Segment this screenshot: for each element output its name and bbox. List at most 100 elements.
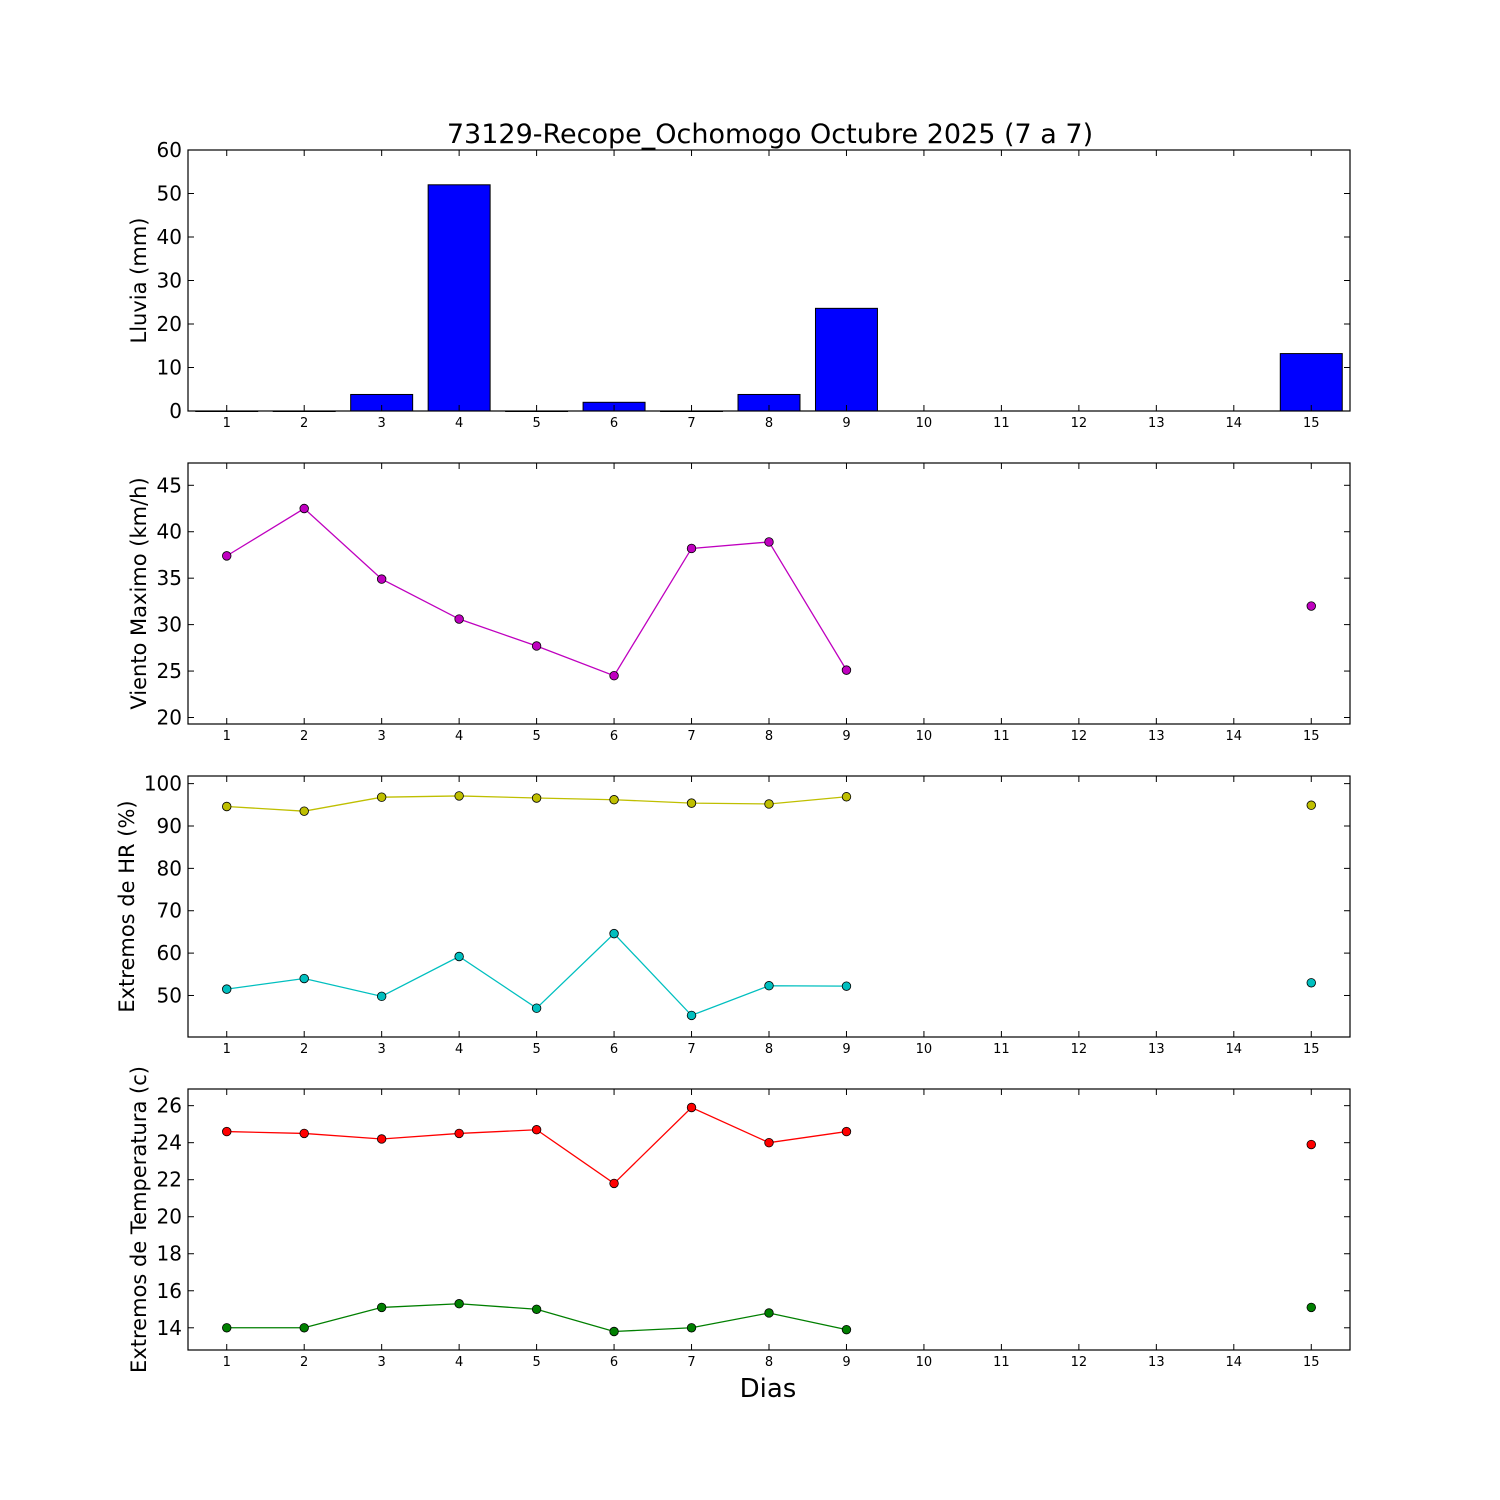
x-tick-label: 6 <box>610 1042 618 1057</box>
x-tick-label: 2 <box>300 1042 308 1057</box>
y-axis-label: Viento Maximo (km/h) <box>127 477 151 709</box>
y-tick-label: 70 <box>157 899 182 923</box>
x-tick-label: 7 <box>687 1042 695 1057</box>
x-tick-label: 1 <box>223 1355 231 1370</box>
x-tick-label: 1 <box>223 729 231 744</box>
x-tick-label: 11 <box>993 416 1010 431</box>
y-tick-label: 20 <box>157 1205 182 1229</box>
series-1-point-day-1 <box>222 801 232 812</box>
series-2-point-day-5 <box>531 1304 542 1314</box>
y-axis-label: Extremos de HR (%) <box>115 800 139 1012</box>
x-tick-label: 8 <box>765 1042 773 1057</box>
x-tick-label: 11 <box>993 729 1010 744</box>
x-tick-label: 9 <box>842 1042 850 1057</box>
series-2-point-day-2 <box>299 973 309 984</box>
series-1-line-1 <box>226 1106 847 1185</box>
series-1-point-day-9 <box>841 1126 852 1137</box>
y-tick-label: 16 <box>157 1279 182 1303</box>
y-tick-label: 60 <box>157 138 182 162</box>
x-tick-label: 3 <box>378 1042 386 1057</box>
panels: 1 2 3 4 5 6 7 8 9 10 11 12 13 14 150102030405060Lluvia… <box>115 138 1351 1373</box>
y-tick-label: 40 <box>157 520 182 544</box>
x-tick-label: 5 <box>532 729 540 744</box>
y-tick-label: 24 <box>157 1131 182 1155</box>
series-1-point-day-1 <box>222 1126 232 1137</box>
series-1-point-day-5 <box>531 793 542 803</box>
bar-day-9 <box>814 307 878 412</box>
x-tick-label: 13 <box>1148 416 1165 431</box>
x-tick-label: 1 <box>223 1042 231 1057</box>
x-tick-label: 10 <box>916 1042 933 1057</box>
x-tick-label: 5 <box>532 416 540 431</box>
x-tick-label: 7 <box>687 729 695 744</box>
series-1-point-day-9 <box>841 665 852 675</box>
series-1-point-day-1 <box>222 551 232 561</box>
y-tick-label: 50 <box>157 983 182 1007</box>
series-1-point-day-4 <box>454 614 464 624</box>
series-1-point-day-7 <box>686 1102 697 1113</box>
x-tick-label: 14 <box>1226 729 1243 744</box>
series-1-point-day-3 <box>376 574 387 584</box>
x-tick-label: 5 <box>532 1355 540 1370</box>
panel-2: 1 2 3 4 5 6 7 8 9 10 11 12 13 14 15202530354045Viento … <box>127 462 1351 744</box>
x-tick-label: 11 <box>993 1355 1010 1370</box>
series-2-point-day-9 <box>841 1324 852 1335</box>
series-1-point-day-8 <box>764 1137 774 1148</box>
x-tick-label: 7 <box>687 1355 695 1370</box>
series-2-point-day-4 <box>454 951 464 962</box>
x-tick-label: 2 <box>300 1355 308 1370</box>
x-tick-label: 10 <box>916 416 933 431</box>
x-tick-label: 3 <box>378 416 386 431</box>
x-tick-label: 8 <box>765 416 773 431</box>
x-tick-label: 9 <box>842 1355 850 1370</box>
series-2-point-day-6 <box>609 1326 619 1337</box>
series-2-point-day-9 <box>841 981 852 991</box>
panel-frame <box>187 149 1351 412</box>
y-tick-label: 25 <box>157 659 182 683</box>
chart-title: 73129-Recope_Ochomogo Octubre 2025 (7 a … <box>447 119 1093 150</box>
x-tick-label: 2 <box>300 416 308 431</box>
y-tick-label: 30 <box>157 269 182 293</box>
series-1-point-day-2 <box>299 503 309 514</box>
series-2-point-day-4 <box>454 1299 464 1309</box>
series-2-point-day-8 <box>764 1308 774 1318</box>
x-tick-label: 13 <box>1148 1042 1165 1057</box>
y-tick-label: 14 <box>157 1316 182 1340</box>
series-2-point-day-7 <box>686 1323 697 1333</box>
y-tick-label: 100 <box>144 772 182 796</box>
series-2-point-day-5 <box>531 1003 542 1013</box>
y-tick-label: 20 <box>157 705 182 729</box>
x-tick-label: 15 <box>1303 416 1320 431</box>
y-tick-label: 18 <box>157 1242 182 1266</box>
x-tick-label: 4 <box>455 416 463 431</box>
series-1-point-day-15 <box>1306 601 1316 611</box>
y-tick-label: 60 <box>157 941 182 965</box>
y-tick-label: 35 <box>157 566 182 590</box>
x-tick-label: 8 <box>765 729 773 744</box>
series-2-point-day-1 <box>222 1323 232 1333</box>
x-tick-label: 4 <box>455 729 463 744</box>
bar-day-4 <box>427 184 491 412</box>
y-tick-label: 26 <box>157 1094 182 1118</box>
series-1-point-day-5 <box>531 1125 542 1135</box>
x-tick-label: 1 <box>223 416 231 431</box>
series-1-point-day-5 <box>531 641 542 651</box>
series-2-point-day-7 <box>686 1010 697 1021</box>
series-2-point-day-15 <box>1306 1302 1316 1313</box>
bar-day-15 <box>1279 353 1343 412</box>
x-tick-label: 4 <box>455 1042 463 1057</box>
series-2-point-day-15 <box>1306 978 1316 988</box>
y-tick-label: 0 <box>169 399 182 423</box>
y-tick-label: 80 <box>157 856 182 880</box>
series-1-point-day-15 <box>1306 800 1316 810</box>
y-tick-label: 50 <box>157 182 182 206</box>
x-tick-label: 2 <box>300 729 308 744</box>
panel-frame <box>187 462 1351 725</box>
series-2-point-day-2 <box>299 1323 309 1333</box>
x-tick-label: 8 <box>765 1355 773 1370</box>
series-2-point-day-3 <box>376 991 387 1002</box>
series-1-point-day-6 <box>609 1178 619 1189</box>
y-tick-label: 45 <box>157 473 182 497</box>
series-1-point-day-8 <box>764 799 774 809</box>
x-tick-label: 12 <box>1071 1042 1088 1057</box>
